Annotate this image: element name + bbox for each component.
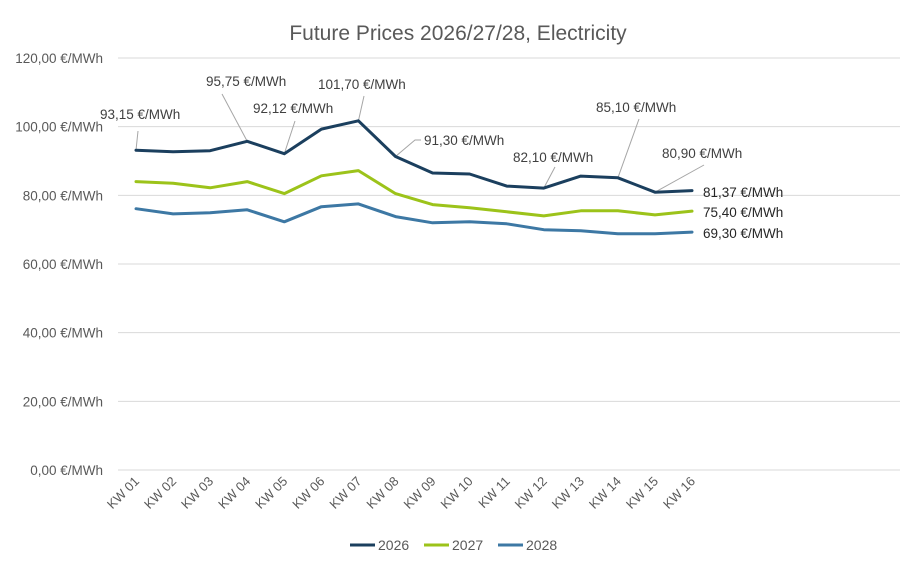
x-tick-label: KW 01 (104, 474, 142, 512)
x-tick-label: KW 07 (326, 474, 364, 512)
legend-label: 2027 (452, 537, 483, 553)
legend-item-2027[interactable]: 2027 (424, 537, 483, 553)
data-label: 101,70 €/MWh (318, 77, 406, 92)
annotation-leader-line (617, 118, 640, 178)
data-labels: 93,15 €/MWh 95,75 €/MWh 92,12 €/MWh 101,70 … (100, 74, 783, 241)
x-tick-label: KW 15 (623, 474, 661, 512)
annotation-leader-line (654, 164, 705, 193)
x-tick-label: KW 02 (141, 474, 179, 512)
annotation-leader-line (283, 120, 296, 154)
y-tick-label: 20,00 €/MWh (23, 394, 103, 409)
y-tick-label: 100,00 €/MWh (15, 120, 103, 135)
y-tick-label: 0,00 €/MWh (30, 463, 103, 478)
annotation-leader-line (543, 166, 556, 189)
legend-label: 2026 (378, 537, 409, 553)
data-label: 69,30 €/MWh (703, 226, 783, 241)
y-tick-label: 80,00 €/MWh (23, 188, 103, 203)
series-lines (134, 119, 694, 236)
x-tick-label: KW 14 (586, 474, 624, 512)
x-tick-label: KW 13 (549, 474, 587, 512)
data-label: 91,30 €/MWh (424, 133, 504, 148)
annotation-leader-line (135, 130, 139, 151)
data-label: 93,15 €/MWh (100, 107, 180, 122)
series-line-2027 (134, 169, 694, 218)
annotation-leader-line (221, 93, 248, 142)
x-tick-label: KW 05 (252, 474, 290, 512)
x-tick-label: KW 10 (438, 474, 476, 512)
data-label: 75,40 €/MWh (703, 205, 783, 220)
x-tick-label: KW 12 (512, 474, 550, 512)
y-tick-label: 40,00 €/MWh (23, 326, 103, 341)
y-tick-label: 60,00 €/MWh (23, 257, 103, 272)
data-label: 85,10 €/MWh (596, 100, 676, 115)
series-line-2028 (134, 202, 694, 236)
legend-label: 2028 (526, 537, 557, 553)
legend-item-2026[interactable]: 2026 (350, 537, 409, 553)
annotation-leader-line (395, 139, 421, 157)
x-tick-label: KW 08 (363, 474, 401, 512)
x-tick-label: KW 11 (475, 474, 513, 512)
legend: 2026 2027 2028 (350, 537, 557, 553)
data-label: 92,12 €/MWh (253, 101, 333, 116)
gridlines (118, 57, 900, 471)
x-tick-label: KW 06 (289, 474, 327, 512)
chart-title: Future Prices 2026/27/28, Electricity (289, 22, 627, 45)
series-line-2026 (134, 119, 694, 194)
x-tick-label: KW 03 (178, 474, 216, 512)
x-tick-label: KW 16 (660, 474, 698, 512)
annotation-leader-line (357, 95, 365, 121)
data-label: 82,10 €/MWh (513, 150, 593, 165)
y-tick-label: 120,00 €/MWh (15, 51, 103, 66)
legend-item-2028[interactable]: 2028 (498, 537, 557, 553)
y-axis-ticks: 0,00 €/MWh 20,00 €/MWh 40,00 €/MWh 60,00 €/… (15, 51, 103, 478)
x-tick-label: KW 09 (400, 474, 438, 512)
data-label: 81,37 €/MWh (703, 185, 783, 200)
data-label: 80,90 €/MWh (662, 146, 742, 161)
annotation-leaders (135, 93, 705, 193)
x-tick-label: KW 04 (215, 474, 253, 512)
data-label: 95,75 €/MWh (206, 74, 286, 89)
